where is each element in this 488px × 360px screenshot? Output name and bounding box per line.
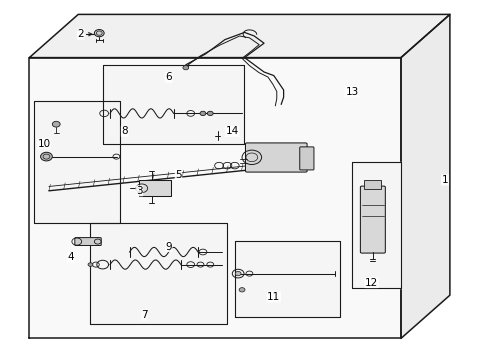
Polygon shape bbox=[90, 223, 227, 324]
Text: 11: 11 bbox=[266, 292, 280, 302]
Text: 13: 13 bbox=[345, 87, 358, 97]
FancyBboxPatch shape bbox=[364, 180, 381, 189]
Text: 8: 8 bbox=[121, 126, 128, 136]
Text: 5: 5 bbox=[175, 170, 182, 180]
Text: 1: 1 bbox=[441, 175, 447, 185]
Circle shape bbox=[183, 66, 188, 70]
Circle shape bbox=[235, 271, 241, 276]
Circle shape bbox=[94, 30, 104, 37]
FancyBboxPatch shape bbox=[299, 147, 313, 170]
Text: 4: 4 bbox=[67, 252, 74, 262]
Text: 9: 9 bbox=[165, 242, 172, 252]
Polygon shape bbox=[34, 101, 120, 223]
FancyBboxPatch shape bbox=[75, 238, 101, 246]
Polygon shape bbox=[29, 58, 400, 338]
Circle shape bbox=[41, 152, 52, 161]
Polygon shape bbox=[102, 65, 244, 144]
Text: 10: 10 bbox=[38, 139, 50, 149]
Text: 12: 12 bbox=[364, 278, 378, 288]
Text: 3: 3 bbox=[136, 186, 142, 196]
Polygon shape bbox=[400, 14, 449, 338]
Text: 6: 6 bbox=[165, 72, 172, 82]
Polygon shape bbox=[29, 14, 449, 58]
Circle shape bbox=[200, 111, 205, 116]
FancyBboxPatch shape bbox=[360, 186, 385, 253]
Circle shape bbox=[239, 288, 244, 292]
Circle shape bbox=[88, 263, 93, 266]
Text: 14: 14 bbox=[225, 126, 239, 136]
Polygon shape bbox=[234, 241, 339, 317]
Circle shape bbox=[52, 121, 60, 127]
Text: 7: 7 bbox=[141, 310, 147, 320]
FancyBboxPatch shape bbox=[139, 180, 171, 196]
FancyBboxPatch shape bbox=[245, 143, 306, 172]
Polygon shape bbox=[351, 162, 400, 288]
Text: 2: 2 bbox=[77, 29, 84, 39]
Circle shape bbox=[207, 111, 213, 116]
